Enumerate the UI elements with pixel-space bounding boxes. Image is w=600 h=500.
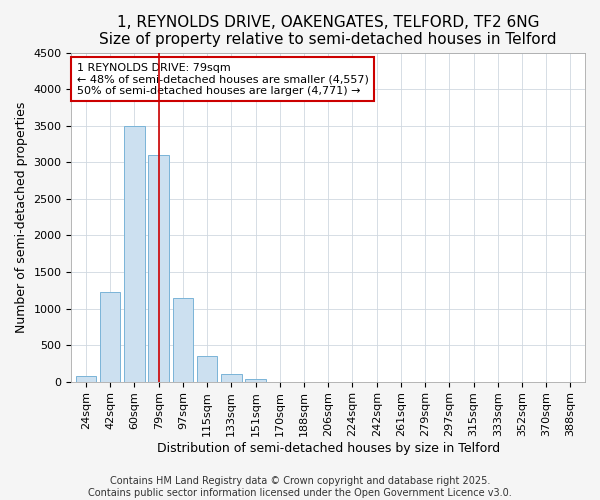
Bar bbox=[245, 380, 266, 382]
Bar bbox=[221, 374, 242, 382]
Bar bbox=[197, 356, 217, 382]
Title: 1, REYNOLDS DRIVE, OAKENGATES, TELFORD, TF2 6NG
Size of property relative to sem: 1, REYNOLDS DRIVE, OAKENGATES, TELFORD, … bbox=[100, 15, 557, 48]
Bar bbox=[100, 292, 121, 382]
X-axis label: Distribution of semi-detached houses by size in Telford: Distribution of semi-detached houses by … bbox=[157, 442, 500, 455]
Bar bbox=[173, 298, 193, 382]
Text: 1 REYNOLDS DRIVE: 79sqm
← 48% of semi-detached houses are smaller (4,557)
50% of: 1 REYNOLDS DRIVE: 79sqm ← 48% of semi-de… bbox=[77, 62, 368, 96]
Bar bbox=[76, 376, 96, 382]
Y-axis label: Number of semi-detached properties: Number of semi-detached properties bbox=[15, 102, 28, 333]
Text: Contains HM Land Registry data © Crown copyright and database right 2025.
Contai: Contains HM Land Registry data © Crown c… bbox=[88, 476, 512, 498]
Bar bbox=[124, 126, 145, 382]
Bar bbox=[148, 155, 169, 382]
